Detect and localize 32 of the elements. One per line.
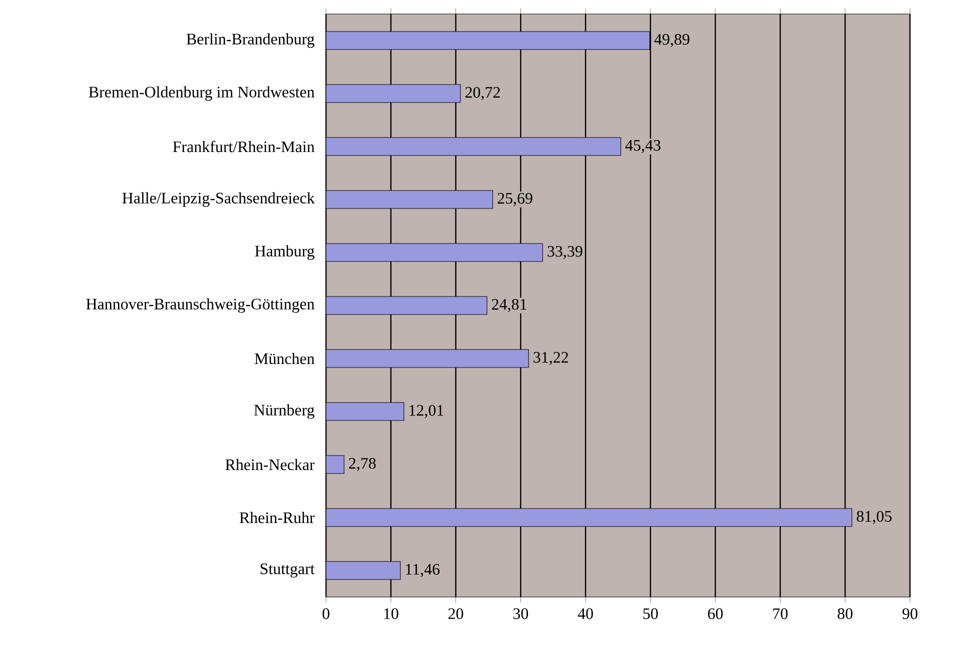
y-tick-label: München bbox=[254, 352, 314, 364]
x-tick-label: 80 bbox=[838, 608, 852, 620]
data-label: 49,89 bbox=[654, 34, 690, 48]
y-tick-label: Frankfurt/Rhein-Main bbox=[172, 140, 314, 152]
x-tick-label: 0 bbox=[322, 608, 330, 620]
x-tick-label: 30 bbox=[513, 608, 528, 620]
y-tick-label: Hamburg bbox=[255, 245, 314, 260]
y-tick-label: Hannover-Braunschweig-Göttingen bbox=[86, 298, 314, 313]
data-label: 20,72 bbox=[465, 86, 500, 100]
data-label: 11,46 bbox=[406, 564, 440, 578]
x-tick-label: 20 bbox=[448, 608, 464, 620]
data-label: 45,43 bbox=[625, 140, 660, 154]
x-tick-label: 50 bbox=[643, 608, 658, 620]
data-label: 12,01 bbox=[410, 404, 444, 418]
y-tick-label: Halle/Leipzig-Sachsendreieck bbox=[122, 192, 315, 207]
data-label: 25,69 bbox=[498, 192, 532, 206]
data-label: 31,22 bbox=[534, 352, 568, 366]
y-tick-label: Stuttgart bbox=[260, 563, 315, 578]
y-tick-label: Bremen-Oldenburg im Nordwesten bbox=[88, 86, 314, 101]
data-label: 81,05 bbox=[856, 510, 892, 524]
y-tick-label: Nürnberg bbox=[254, 404, 314, 419]
y-tick-label: Berlin-Brandenburg bbox=[186, 33, 314, 48]
data-label: 2,78 bbox=[349, 458, 376, 472]
x-tick-label: 10 bbox=[384, 608, 398, 620]
x-tick-label: 40 bbox=[578, 608, 593, 620]
x-tick-label: 60 bbox=[708, 608, 723, 620]
x-tick-label: 90 bbox=[902, 608, 918, 620]
y-tick-label: Rhein-Neckar bbox=[225, 458, 315, 470]
x-tick-label: 70 bbox=[773, 608, 788, 620]
data-label: 24,81 bbox=[492, 298, 526, 312]
y-tick-label: Rhein-Ruhr bbox=[240, 512, 315, 524]
data-label: 33,39 bbox=[548, 246, 582, 260]
